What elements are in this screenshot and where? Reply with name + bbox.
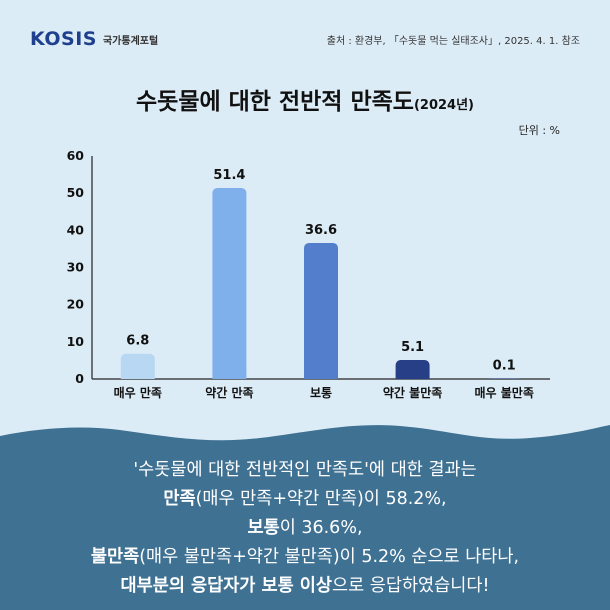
y-tick-label: 0 [75,371,84,386]
x-tick-label: 약간 불만족 [383,385,442,400]
bar [487,378,522,379]
kosis-logo: KOSIS 국가통계포털 [30,28,158,50]
caption-line-5-bold: 대부분의 응답자가 보통 이상 [120,576,332,596]
bar [212,187,247,379]
bar-base [395,374,430,379]
bar-base [212,374,247,379]
x-tick-label: 매우 만족 [114,385,162,400]
header: KOSIS 국가통계포털 출처 : 환경부, 「수돗물 먹는 실태조사」, 20… [0,0,610,80]
logo-text: KOSIS [30,28,97,50]
y-tick-label: 30 [67,260,85,275]
source-note: 출처 : 환경부, 「수돗물 먹는 실태조사」, 2025. 4. 1. 참조 [326,36,580,47]
caption-line-3-rest: 이 36.6%, [279,518,363,538]
data-label: 51.4 [213,168,245,183]
caption-line-5: 대부분의 응답자가 보통 이상으로 응답하였습니다! [0,572,610,601]
caption-line-4-bold: 불만족 [90,547,140,567]
x-tick-label: 약간 만족 [205,385,253,400]
caption-line-3-bold: 보통 [247,518,280,538]
caption-line-2-rest: (매우 만족+약간 만족)이 58.2%, [195,489,447,509]
caption-line-2: 만족(매우 만족+약간 만족)이 58.2%, [0,485,610,514]
data-label: 5.1 [401,340,424,355]
unit-label: 단위 : % [518,124,560,137]
y-tick-label: 50 [67,185,85,200]
y-tick-label: 10 [67,334,85,349]
data-label: 6.8 [126,334,149,349]
chart-title-main: 수돗물에 대한 전반적 만족도 [136,89,414,115]
bar [120,353,155,379]
bar-base [120,374,155,379]
bar-base [304,374,338,379]
y-tick-label: 20 [67,297,85,312]
caption-line-5-rest: 으로 응답하였습니다! [332,576,490,596]
x-tick-label: 보통 [310,385,332,400]
x-tick-label: 매우 불만족 [475,385,534,400]
caption-line-4: 불만족(매우 불만족+약간 불만족)이 5.2% 순으로 나타나, [0,543,610,572]
caption-line-1: '수돗물에 대한 전반적인 만족도'에 대한 결과는 [133,460,477,480]
chart-title: 수돗물에 대한 전반적 만족도(2024년) [0,82,610,116]
bar [304,242,338,379]
y-tick-label: 60 [67,148,85,163]
logo-subtitle: 국가통계포털 [102,35,159,47]
caption-line-4-rest: (매우 불만족+약간 불만족)이 5.2% 순으로 나타나, [139,547,520,567]
chart-title-year: (2024년) [413,98,474,113]
data-label: 0.1 [493,359,516,374]
data-label: 36.6 [305,223,337,238]
caption-line-2-bold: 만족 [163,489,196,509]
bar-chart: 0 10 20 30 40 50 60 6.8 매우 만족 51.4 약간 만족 36.6 보통 5.1 약… [67,148,550,400]
caption: '수돗물에 대한 전반적인 만족도'에 대한 결과는 만족(매우 만족+약간 만… [0,456,610,601]
y-tick-label: 40 [67,222,85,237]
caption-line-3: 보통이 36.6%, [0,514,610,543]
